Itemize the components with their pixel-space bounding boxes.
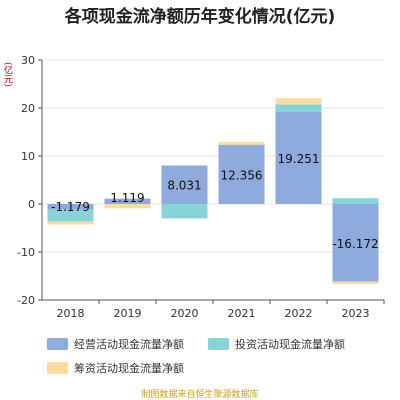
bar-segment-2019-s0: [104, 198, 151, 204]
legend-swatch-financing: [47, 362, 68, 374]
bar-segment-2018-s0: [47, 204, 94, 210]
x-tick-label: 2019: [114, 307, 142, 320]
bar-segment-2023-s2: [332, 281, 379, 285]
legend-label-operating: 经营活动现金流量净额: [74, 338, 184, 351]
y-tick-label: -20: [17, 294, 35, 307]
bar-segment-2022-s2: [275, 98, 322, 105]
bar-segment-2021-s0: [218, 144, 265, 204]
data-label: 12.356: [221, 168, 263, 182]
y-tick-label: 10: [21, 150, 35, 163]
bar-segment-2018-s2: [47, 221, 94, 225]
bar-segment-2020-s1: [161, 204, 208, 219]
legend-swatch-operating: [47, 338, 68, 350]
legend-item-financing[interactable]: 筹资活动现金流量净额: [47, 360, 184, 376]
bar-segment-2023-s1: [332, 198, 379, 204]
x-tick-label: 2023: [342, 307, 370, 320]
x-tick-label: 2020: [171, 307, 199, 320]
bar-segment-2023-s0: [332, 204, 379, 282]
data-label: 8.031: [167, 179, 201, 193]
x-tick-label: 2021: [228, 307, 256, 320]
bar-segment-2022-s1: [275, 104, 322, 112]
data-label: -1.179: [51, 200, 90, 214]
legend-label-financing: 筹资活动现金流量净额: [74, 362, 184, 375]
data-label: -16.172: [332, 237, 378, 251]
bar-segment-2021-s2: [218, 141, 265, 145]
source-note: 制图数据来自恒生聚源数据库: [141, 390, 259, 400]
x-tick-label: 2022: [285, 307, 313, 320]
chart-title: 各项现金流净额历年变化情况(亿元): [64, 7, 336, 27]
bar-segment-2022-s0: [275, 111, 322, 204]
data-label: 19.251: [278, 152, 320, 166]
legend-item-investing[interactable]: 投资活动现金流量净额: [208, 336, 345, 352]
y-tick-label: 30: [21, 54, 35, 67]
legend-swatch-investing: [208, 338, 229, 350]
bar-segment-2020-s0: [161, 165, 208, 204]
x-tick-label: 2018: [57, 307, 85, 320]
legend-label-investing: 投资活动现金流量净额: [235, 338, 345, 351]
legend-item-operating[interactable]: 经营活动现金流量净额: [47, 336, 184, 352]
bar-segment-2019-s2: [104, 204, 151, 209]
y-tick-label: 0: [28, 198, 35, 211]
y-tick-label: -10: [17, 246, 35, 259]
y-tick-label: 20: [21, 102, 35, 115]
data-label: 1.119: [110, 191, 144, 205]
bar-segment-2018-s1: [47, 209, 94, 222]
y-axis-unit-label: (亿元): [2, 62, 12, 88]
